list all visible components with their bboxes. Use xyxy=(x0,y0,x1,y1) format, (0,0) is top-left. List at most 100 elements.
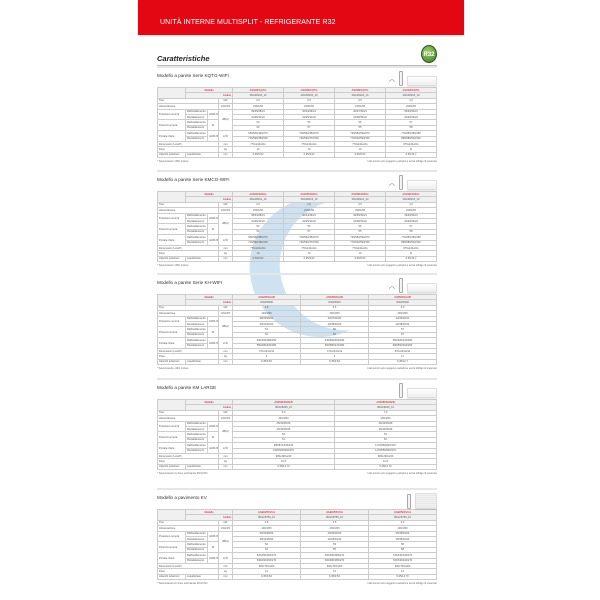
wifi-icon: ◠ xyxy=(388,286,395,293)
cell-value: 6,35/9,52 xyxy=(283,255,335,263)
row-label: Attacchi tubazioni xyxy=(157,573,186,581)
table-footnote: * Telecomando con timer settimanale INCL… xyxy=(157,582,437,585)
section-title: Modello a parete KM LARGE xyxy=(157,385,217,390)
spec-table: Modello AGE025KVCA AGE035KVCA AGE050KVCA Cod… xyxy=(157,508,437,581)
footnote-text: * Telecomando e WiFi Incluso xyxy=(157,264,189,268)
row-label: Portata d'aria xyxy=(157,552,186,564)
row-unit-detail: W xyxy=(207,431,219,444)
row-unit: m³/h xyxy=(218,234,233,246)
cell-value: 6,35/9,52 xyxy=(300,358,369,366)
header-blank xyxy=(157,191,186,203)
row-label: Attacchi tubazioni xyxy=(157,358,186,366)
divider xyxy=(157,65,437,66)
header-blank xyxy=(157,399,186,411)
cell-value: 6,35/9,52 xyxy=(334,255,386,263)
row-unit: dB(A) xyxy=(218,420,233,444)
cell-value: 6,35/12,7 xyxy=(368,358,437,366)
product-section: Modello a pavimento KV Modello AGE025KVCA A… xyxy=(157,488,437,585)
row-unit: dB(A) xyxy=(218,530,233,554)
divider xyxy=(157,273,437,275)
spec-table: Modello AS020FKQTG AS025FKQTG AS035FKQTG AS0… xyxy=(157,86,437,159)
product-section: Modello a parete Serie KQTG-WIFI ◠ Modello… xyxy=(157,66,437,163)
row-unit-detail: W xyxy=(207,541,219,554)
remote-control-icon xyxy=(399,71,403,86)
section-title: Modello a parete Serie KMCG-WIFI xyxy=(157,177,230,182)
row-sublabel: Liquido/Gas xyxy=(185,255,219,263)
header-blank xyxy=(157,87,186,99)
row-unit: mm xyxy=(218,358,233,366)
product-section: Modello a parete Serie KH-WIFI ◠ Modello AS… xyxy=(157,273,437,370)
row-label: Portata d'aria xyxy=(157,130,186,142)
page-banner-title: UNITÀ INTERNE MULTISPLIT - REFRIGERANTE … xyxy=(160,19,336,26)
disclaimer-text: I dati tecnici sono soggetti a variazion… xyxy=(367,472,437,476)
row-label: Pressione sonora xyxy=(157,212,186,225)
row-label: Attacchi tubazioni xyxy=(157,151,186,159)
cell-value: 6,35/9,52 xyxy=(334,151,386,159)
cell-value: 6,35/9,52 xyxy=(232,573,301,581)
header-row-model: Modello AS020FKMCG AS025FKMCG AS035FKMCG AS0… xyxy=(157,190,437,203)
row-unit-detail: H/M/L/SL xyxy=(207,552,219,564)
disclaimer-text: I dati tecnici sono soggetti a variazion… xyxy=(367,367,437,371)
row-unit-detail: H/M/L/SL xyxy=(207,212,219,225)
indoor-unit-image xyxy=(407,283,437,293)
remote-control-icon xyxy=(399,383,403,398)
product-images: ◠ xyxy=(389,175,437,190)
product-images xyxy=(399,383,437,398)
divider xyxy=(157,488,437,490)
row-label: Portata d'aria xyxy=(157,442,186,454)
wifi-icon: ◠ xyxy=(388,79,395,86)
row-unit-detail: H/M/L/SL xyxy=(207,337,219,349)
indoor-unit-image xyxy=(407,76,437,86)
row-label: Attacchi tubazioni xyxy=(157,463,186,471)
cell-value: 6,35/9,52 xyxy=(232,151,284,159)
row-sublabel: Liquido/Gas xyxy=(185,463,219,471)
remote-control-icon xyxy=(399,278,403,293)
row-label: Portata d'aria xyxy=(157,337,186,349)
product-section: Modello a parete KM LARGE Modello AS050FKM… xyxy=(157,378,437,475)
row-sublabel: Liquido/Gas xyxy=(185,573,219,581)
row-unit-detail: H/M/L/SL xyxy=(207,420,219,433)
row-label: Potenza sonora xyxy=(157,541,186,554)
cell-value: 6,35/12,7 xyxy=(385,151,437,159)
row-label: Pressione sonora xyxy=(157,108,186,121)
divider xyxy=(157,170,437,172)
cell-value: 6,35/9,52 xyxy=(300,573,369,581)
divider xyxy=(157,378,437,380)
footnote-text: * Telecomando con timer settimanale INCL… xyxy=(157,582,208,586)
table-row: Attacchi tubazioni Liquido/Gas mm 6,35/9,52… xyxy=(157,573,437,581)
spec-table: Modello AS050FKMAFB AS068FKMAFB Codice 3NGF8… xyxy=(157,398,437,471)
product-images: ◠ xyxy=(389,278,437,293)
row-label: Potenza sonora xyxy=(157,223,186,236)
table-footnote: * Telecomando e WiFi Incluso I dati tecni… xyxy=(157,264,437,267)
cell-value: 6,35/12,70 xyxy=(232,463,335,471)
row-sublabel: Liquido/Gas xyxy=(185,151,219,159)
cell-value: 6,35/12,7 xyxy=(385,255,437,263)
header-row-code: Codice 3NGF8230_10 3NGF8231_10 3NGF8232_10 3… xyxy=(158,92,437,99)
footnote-text: * Telecomando e WiFi Incluso xyxy=(157,367,189,371)
table-row: Pressione sonoraRaffreddamentoH/M/L/SLdB… xyxy=(157,420,437,444)
row-unit: m³/h xyxy=(218,337,233,349)
remote-control-icon xyxy=(399,175,403,190)
table-row: Pressione sonoraRaffreddamentoH/M/L/SLdB… xyxy=(157,212,437,236)
row-label: Potenza sonora xyxy=(157,119,186,132)
section-title: Modello a parete Serie KH-WIFI xyxy=(157,280,223,285)
row-unit-detail: H/M/L/SL xyxy=(207,108,219,121)
disclaimer-text: I dati tecnici sono soggetti a variazion… xyxy=(367,582,437,586)
row-unit: mm xyxy=(218,573,233,581)
header-row-code: Codice 3NGF8750_10 3NGF8755_10 3NGF8760_10 xyxy=(158,514,437,521)
row-label: Potenza sonora xyxy=(157,431,186,444)
indoor-unit-image xyxy=(415,493,437,509)
spec-table: Modello AS020FKMCG AS025FKMCG AS035FKMCG AS0… xyxy=(157,190,437,263)
table-footnote: * Telecomando con timer settimanale INCL… xyxy=(157,472,437,475)
row-unit: dB(A) xyxy=(218,108,233,132)
row-unit-detail: W xyxy=(207,119,219,132)
product-images: ◠ xyxy=(389,71,437,86)
product-section: Modello a parete Serie KMCG-WIFI ◠ Modello… xyxy=(157,170,437,267)
row-unit-detail: H/M/L/SL xyxy=(207,130,219,142)
row-unit-detail: W xyxy=(207,223,219,236)
row-unit-detail: H/M/L/SL xyxy=(207,234,219,246)
row-unit: mm xyxy=(218,255,233,263)
divider xyxy=(157,66,437,68)
row-label: Portata d'aria xyxy=(157,234,186,246)
row-sublabel: Liquido/Gas xyxy=(185,358,219,366)
